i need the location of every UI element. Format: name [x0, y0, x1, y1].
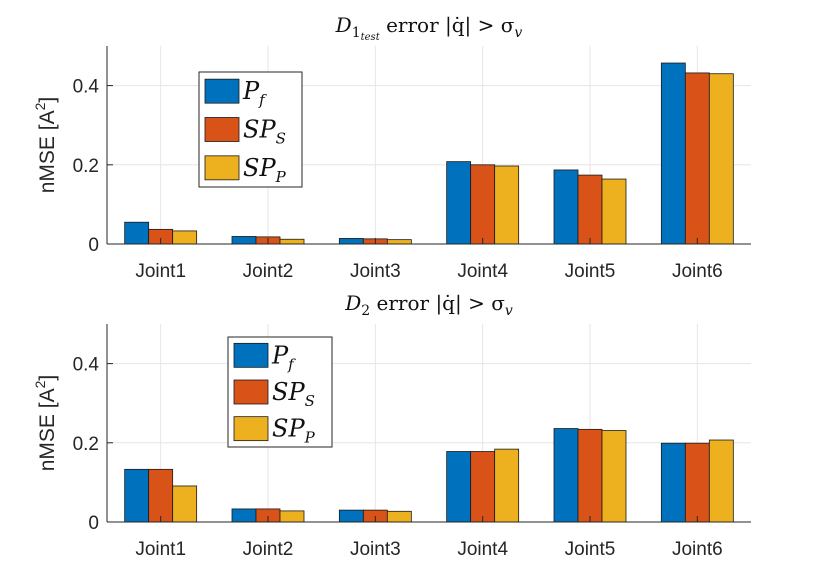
x-tick-label-joint3: Joint3: [350, 539, 401, 560]
bar-joint6-series-1: [660, 442, 686, 523]
bar-joint4-series-2: [470, 164, 496, 245]
legend-swatch-3: [204, 155, 240, 181]
bar-joint5-series-3: [601, 178, 627, 245]
bar-joint2-series-1: [231, 508, 257, 523]
bar-joint6-series-1: [660, 62, 686, 245]
bar-joint6-series-3: [708, 439, 734, 523]
bar-joint4-series-1: [446, 161, 472, 245]
bar-joint3-series-1: [338, 238, 364, 245]
chart-title: D1test error |q̇| > σv: [335, 13, 523, 43]
bar-joint1-series-3: [172, 230, 198, 245]
bar-joint4-series-3: [494, 165, 520, 245]
bar-joint6-series-2: [684, 442, 710, 523]
bar-joint5-series-1: [553, 169, 579, 245]
chart-panel-1: 0 0.2 0.4 Joint1 Joint2 Joint3 Joint4 Joint5 Joi…: [32, 13, 751, 282]
legend-swatch-1: [204, 78, 240, 104]
y-tick-label: 0: [88, 235, 99, 256]
bar-joint2-series-3: [279, 510, 305, 523]
bar-joint3-series-1: [338, 509, 364, 523]
legend-label-2: SPS: [243, 116, 286, 148]
x-tick-label-joint6: Joint6: [672, 261, 723, 282]
legend-swatch-1: [233, 342, 269, 368]
y-tick-label: 0.2: [73, 434, 99, 455]
y-tick-label: 0: [88, 513, 99, 534]
legend: Pf SPS SPP: [227, 336, 333, 448]
bar-joint3-series-3: [386, 510, 412, 523]
legend-label-1: Pf: [242, 77, 267, 109]
y-axis-label: nMSE [A2]: [32, 375, 59, 472]
legend-label-2: SPS: [272, 378, 315, 410]
legend-label-3: SPP: [243, 154, 287, 186]
bars: [124, 62, 734, 245]
y-tick-label: 0.2: [73, 156, 99, 177]
bar-joint4-series-1: [446, 451, 472, 523]
grid: [107, 324, 751, 523]
bar-joint5-series-2: [577, 174, 603, 245]
bar-joint2-series-3: [279, 238, 305, 245]
legend-swatch-2: [204, 117, 240, 142]
bar-joint5-series-1: [553, 428, 579, 523]
x-tick-label-joint2: Joint2: [243, 539, 294, 560]
y-axis-label: nMSE [A2]: [32, 97, 59, 194]
x-tick-label-joint2: Joint2: [243, 261, 294, 282]
legend: Pf SPS SPP: [198, 71, 303, 188]
x-tick-label-joint1: Joint1: [135, 539, 186, 560]
bar-joint3-series-3: [386, 239, 412, 245]
bar-joint4-series-3: [494, 448, 520, 523]
x-tick-label-joint6: Joint6: [672, 539, 723, 560]
bar-joint6-series-3: [708, 73, 734, 245]
chart-panel-2: 0 0.2 0.4 Joint1 Joint2 Joint3 Joint4 Joint5 Joi…: [32, 291, 751, 560]
bar-joint5-series-3: [601, 430, 627, 523]
x-tick-label-joint3: Joint3: [350, 261, 401, 282]
legend-swatch-2: [233, 379, 269, 405]
bar-joint4-series-2: [470, 451, 496, 523]
x-tick-label-joint4: Joint4: [457, 539, 508, 560]
x-tick-label-joint4: Joint4: [457, 261, 508, 282]
bar-joint1-series-2: [148, 468, 174, 523]
bar-joint5-series-2: [577, 428, 603, 523]
chart-title: D2 error |q̇| > σv: [344, 291, 513, 319]
x-tick-label-joint5: Joint5: [565, 539, 616, 560]
legend-label-1: Pf: [271, 341, 296, 373]
bar-joint2-series-1: [231, 236, 257, 245]
bar-joint1-series-1: [124, 221, 150, 245]
y-tick-label: 0.4: [73, 77, 100, 98]
x-tick-label-joint5: Joint5: [565, 261, 616, 282]
legend-label-3: SPP: [272, 415, 316, 447]
bar-joint6-series-2: [684, 72, 710, 245]
legend-swatch-3: [233, 416, 269, 442]
y-tick-label: 0.4: [73, 355, 100, 376]
bar-joint1-series-1: [124, 468, 150, 523]
bar-joint1-series-3: [172, 485, 198, 523]
x-tick-label-joint1: Joint1: [135, 261, 186, 282]
